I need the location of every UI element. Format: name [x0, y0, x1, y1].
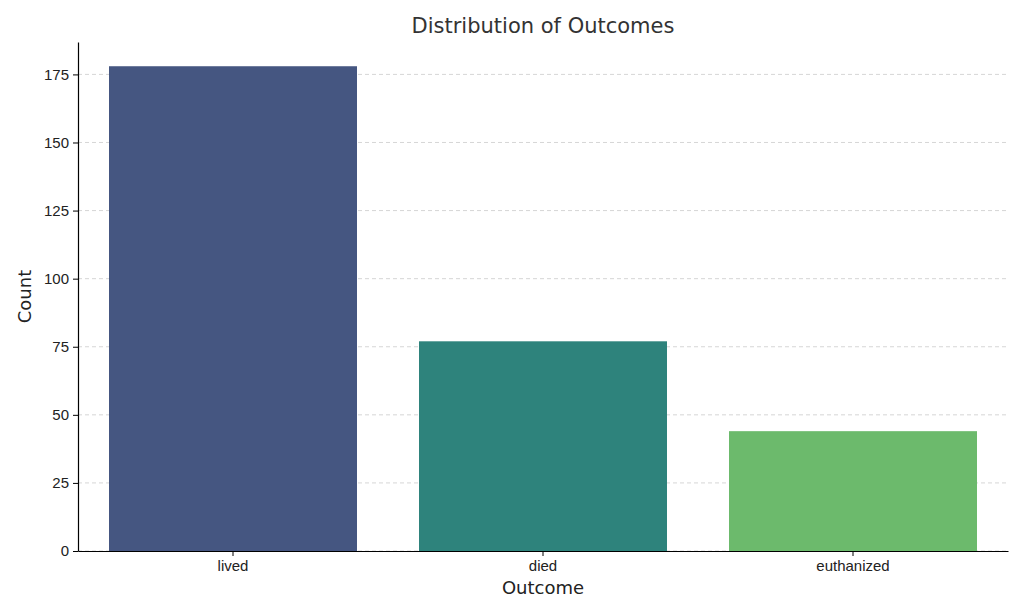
title: Distribution of Outcomes [412, 14, 675, 38]
x-axis: lived died euthanized [79, 551, 1009, 574]
y-tick: 50 [52, 406, 78, 423]
y-axis: 0 25 50 75 100 125 150 175 [44, 43, 79, 560]
y-tick-label: 150 [44, 134, 69, 151]
y-tick-mark [73, 415, 78, 416]
y-tick-mark [73, 551, 78, 552]
y-tick-label: 75 [52, 338, 69, 355]
y-tick-mark [73, 211, 78, 212]
y-tick: 175 [44, 66, 78, 83]
x-tick-mark [233, 551, 234, 556]
x-tick-label: lived [218, 557, 249, 574]
x-tick-label: died [529, 557, 557, 574]
plot-area: 0 25 50 75 100 125 150 175 lived died euthanized [44, 43, 1009, 574]
y-tick-label: 25 [52, 474, 69, 491]
bar [109, 66, 357, 551]
bars [109, 66, 977, 551]
y-tick: 150 [44, 134, 78, 151]
bar [419, 341, 667, 551]
y-axis-title: Count [14, 270, 35, 323]
x-tick: died [529, 551, 557, 574]
x-tick-mark [853, 551, 854, 556]
y-tick-mark [73, 142, 78, 143]
x-tick-mark [543, 551, 544, 556]
y-tick-label: 100 [44, 270, 69, 287]
y-tick-mark [73, 483, 78, 484]
x-axis-title: Outcome [502, 577, 584, 598]
y-tick-mark [73, 74, 78, 75]
y-tick: 0 [61, 542, 78, 559]
chart: 0 25 50 75 100 125 150 175 lived died euthanized Di… [0, 0, 1024, 614]
axis-line [78, 43, 79, 552]
x-tick: euthanized [816, 551, 889, 574]
y-tick: 100 [44, 270, 78, 287]
y-tick-label: 125 [44, 202, 69, 219]
x-tick-label: euthanized [816, 557, 889, 574]
y-tick-mark [73, 347, 78, 348]
y-tick: 25 [52, 474, 78, 491]
y-tick-label: 50 [52, 406, 69, 423]
x-tick: lived [218, 551, 249, 574]
y-tick-label: 0 [61, 542, 69, 559]
y-tick-mark [73, 279, 78, 280]
y-tick-label: 175 [44, 66, 69, 83]
y-tick: 125 [44, 202, 78, 219]
bar [729, 431, 977, 551]
y-tick: 75 [52, 338, 78, 355]
